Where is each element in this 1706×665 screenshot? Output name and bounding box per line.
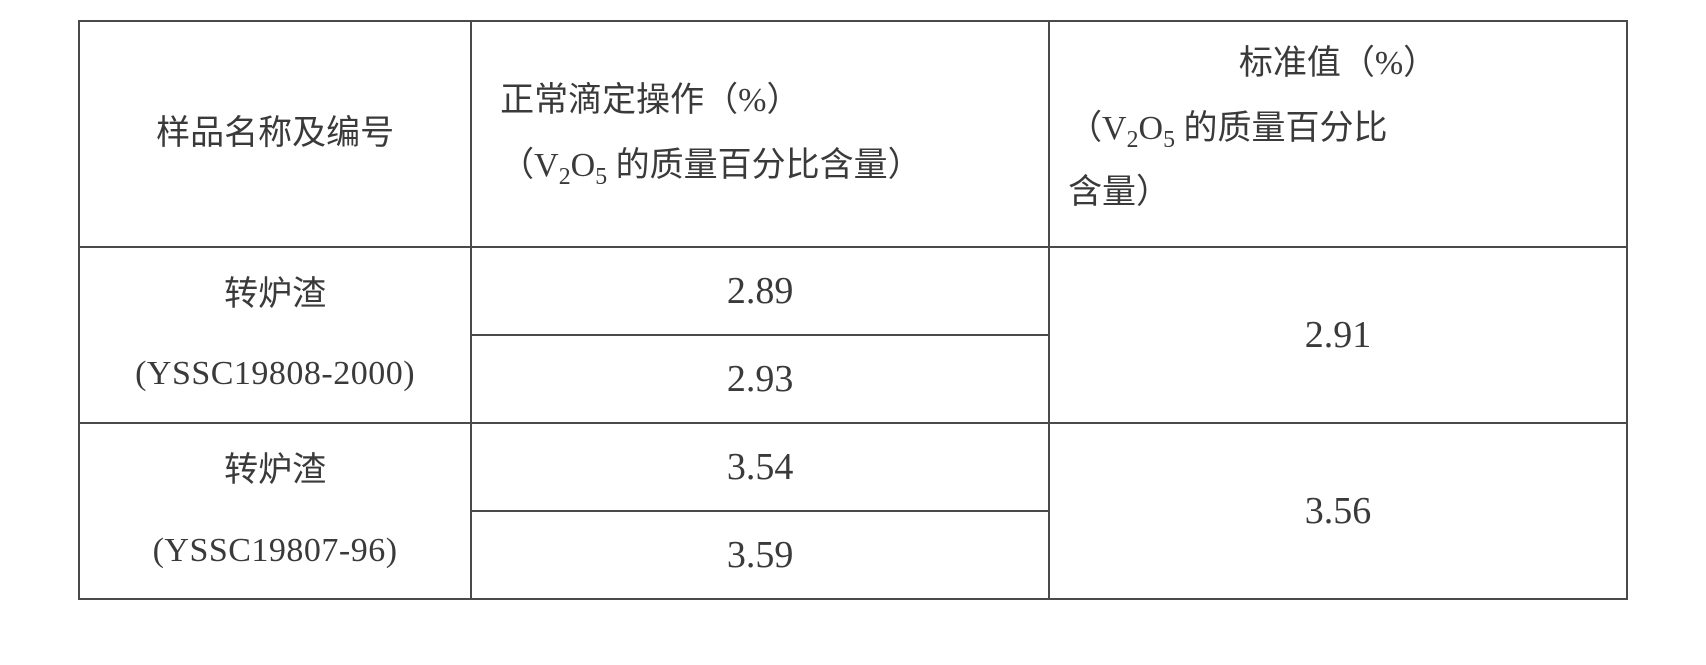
table-header-row: 样品名称及编号 正常滴定操作（%） （V2O5 的质量百分比含量） 标准值（%）… bbox=[79, 21, 1627, 247]
titration-value-cell: 2.93 bbox=[471, 335, 1049, 423]
titration-value: 3.54 bbox=[727, 446, 794, 488]
table-row: 转炉渣 (YSSC19808-2000) 2.89 2.91 bbox=[79, 247, 1627, 335]
sample-code: (YSSC19807-96) bbox=[85, 519, 465, 584]
titration-value: 3.59 bbox=[727, 534, 794, 576]
header-standard: 标准值（%） （V2O5 的质量百分比 含量） bbox=[1049, 21, 1627, 247]
titration-value: 2.93 bbox=[727, 358, 794, 400]
sample-name-cell: 转炉渣 (YSSC19808-2000) bbox=[79, 247, 471, 423]
header-col2-line1: 正常滴定操作（%） bbox=[500, 82, 800, 119]
sample-cn-name: 转炉渣 bbox=[85, 263, 465, 328]
titration-value-cell: 3.59 bbox=[471, 511, 1049, 599]
header-col1-label: 样品名称及编号 bbox=[156, 115, 394, 152]
header-col3-line3: 含量） bbox=[1068, 174, 1170, 211]
header-col3-line1: 标准值（%） bbox=[1068, 32, 1608, 97]
titration-value: 2.89 bbox=[727, 270, 794, 312]
titration-value-cell: 2.89 bbox=[471, 247, 1049, 335]
sample-name-cell: 转炉渣 (YSSC19807-96) bbox=[79, 423, 471, 599]
sample-code: (YSSC19808-2000) bbox=[85, 342, 465, 407]
standard-value-cell: 3.56 bbox=[1049, 423, 1627, 599]
standard-value-cell: 2.91 bbox=[1049, 247, 1627, 423]
table-row: 转炉渣 (YSSC19807-96) 3.54 3.56 bbox=[79, 423, 1627, 511]
header-sample-name: 样品名称及编号 bbox=[79, 21, 471, 247]
header-titration: 正常滴定操作（%） （V2O5 的质量百分比含量） bbox=[471, 21, 1049, 247]
sample-cn-name: 转炉渣 bbox=[85, 439, 465, 504]
header-col3-line2: （V2O5 的质量百分比 bbox=[1068, 110, 1387, 147]
data-table-container: 样品名称及编号 正常滴定操作（%） （V2O5 的质量百分比含量） 标准值（%）… bbox=[78, 20, 1628, 600]
standard-value: 3.56 bbox=[1305, 490, 1372, 532]
titration-value-cell: 3.54 bbox=[471, 423, 1049, 511]
header-col2-line2: （V2O5 的质量百分比含量） bbox=[500, 147, 921, 184]
data-table: 样品名称及编号 正常滴定操作（%） （V2O5 的质量百分比含量） 标准值（%）… bbox=[78, 20, 1628, 600]
standard-value: 2.91 bbox=[1305, 314, 1372, 356]
